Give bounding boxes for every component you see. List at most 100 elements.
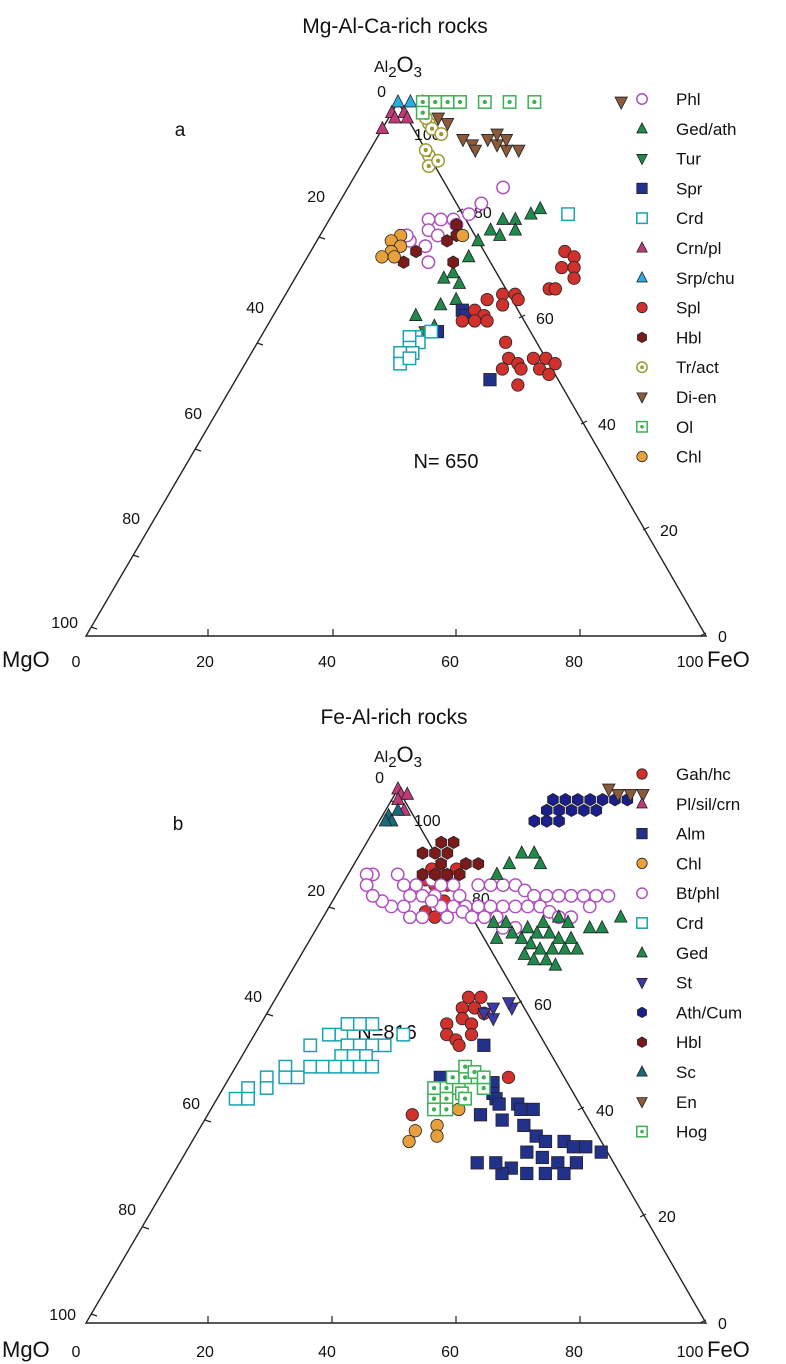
point-ged [527, 845, 542, 859]
tick-label: 100 [49, 1307, 76, 1324]
point-spl [548, 282, 563, 296]
point-ged [545, 941, 560, 955]
legend-marker-hbl [637, 1036, 647, 1048]
point-crd [561, 207, 576, 222]
point-hog [458, 1091, 472, 1106]
legend-label-crd: Crd [676, 209, 703, 228]
tick-label: 60 [534, 997, 552, 1014]
point-chl [455, 228, 470, 243]
point-spl [468, 314, 482, 328]
point-st [486, 1002, 501, 1016]
point-alm [470, 1156, 484, 1170]
legend-label-crd: Crd [676, 914, 703, 933]
tick-label: 60 [441, 654, 459, 671]
point-ath-cum [547, 793, 559, 807]
point-hog [439, 1091, 454, 1106]
tick-label: 100 [677, 1344, 704, 1361]
tick-label: 40 [244, 989, 262, 1006]
point-bt-phl [477, 910, 492, 925]
legend-marker-hbl [637, 331, 647, 344]
point-hbl [447, 255, 459, 269]
point-ged-ath [496, 211, 510, 225]
point-ol [477, 95, 492, 109]
point-ath-cum [578, 803, 590, 818]
legend-marker-sc [636, 1065, 648, 1077]
legend-label-alm: Alm [676, 825, 705, 844]
tick-label: 20 [196, 654, 214, 671]
panel-a-bottom-ticks: 0 20 40 60 80 100 [72, 629, 703, 671]
tick-label: 80 [122, 511, 140, 528]
point-bt-phl [402, 910, 417, 925]
panel-a-label: a [175, 120, 186, 141]
point-spl [480, 314, 494, 328]
point-bt-phl [440, 910, 455, 925]
point-di-en [614, 96, 629, 111]
point-hbl [416, 846, 429, 860]
legend-marker-crd [636, 212, 648, 225]
point-bt-phl [452, 888, 467, 903]
point-crd [352, 1059, 367, 1074]
point-gah-hc [474, 990, 488, 1004]
point-ged [490, 866, 504, 880]
point-hbl [447, 835, 460, 850]
point-chl [375, 250, 389, 264]
legend-marker-crd [636, 917, 648, 929]
point-ged-ath [533, 200, 548, 215]
point-di-en [499, 134, 514, 148]
point-ol [527, 95, 542, 109]
legend-label-st: St [676, 974, 692, 993]
point-hbl [416, 867, 429, 882]
legend-marker-spr [636, 182, 648, 194]
legend-marker-tur [636, 154, 648, 166]
panel-b-apex-left: MgO [2, 1337, 50, 1362]
legend-label-chl: Chl [676, 448, 702, 467]
point-alm [520, 1166, 534, 1181]
point-crd [402, 351, 417, 366]
point-alm [535, 1150, 549, 1165]
legend-marker-di-en [636, 392, 648, 404]
point-ged [551, 930, 566, 944]
point-hog [476, 1070, 491, 1085]
point-sc [378, 813, 393, 827]
point-alm [495, 1113, 509, 1127]
point-alm [473, 1108, 488, 1122]
point-ged [564, 930, 578, 944]
point-spl [548, 357, 562, 371]
point-bt-phl [365, 888, 380, 903]
point-phl [430, 228, 445, 243]
point-en [601, 783, 616, 798]
tick-label: 100 [51, 615, 78, 632]
point-en [623, 788, 638, 803]
tick-label: 20 [196, 1344, 214, 1361]
point-hbl [435, 857, 447, 871]
point-ath-cum [565, 803, 578, 818]
tick-label: 80 [565, 1344, 583, 1361]
point-crd [365, 1017, 380, 1031]
panel-a-right-ticks: 100 80 60 40 20 0 [414, 127, 727, 646]
point-spr [483, 373, 497, 387]
point-phl [474, 196, 489, 211]
point-hog [445, 1070, 460, 1085]
point-ol [453, 95, 467, 109]
tick-label: 0 [718, 1316, 727, 1333]
point-hbl [472, 857, 485, 871]
point-bt-phl [390, 867, 405, 882]
point-srp-chu [391, 93, 405, 108]
point-phl [461, 207, 476, 222]
point-alm [492, 1097, 506, 1111]
point-chl [402, 1134, 416, 1149]
tick-label: 20 [660, 523, 678, 540]
point-hbl [435, 835, 447, 850]
point-alm [520, 1145, 534, 1159]
panel-a-apex-top: Al2O3 [374, 52, 422, 81]
point-ged-ath [446, 264, 461, 279]
point-ged [526, 951, 541, 966]
point-ged-ath [449, 291, 464, 305]
legend-label-ged-ath: Ged/ath [676, 120, 737, 139]
point-crd [303, 1059, 318, 1074]
point-crd [228, 1091, 243, 1106]
tick-label: 20 [307, 883, 325, 900]
tick-label: 60 [184, 406, 202, 423]
point-hog [439, 1102, 454, 1117]
point-crd [396, 1027, 411, 1042]
